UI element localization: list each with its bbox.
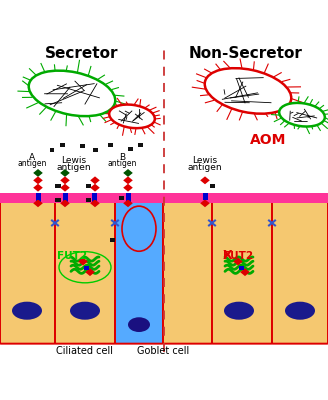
Bar: [59, 143, 65, 147]
Bar: [202, 196, 208, 200]
Text: FUT2: FUT2: [57, 251, 87, 261]
Text: antigen: antigen: [107, 160, 137, 168]
Text: Ciliated cell: Ciliated cell: [56, 346, 113, 356]
Bar: [50, 148, 54, 152]
Polygon shape: [60, 184, 70, 192]
Bar: [35, 193, 40, 197]
Bar: [86, 198, 91, 202]
Ellipse shape: [279, 103, 325, 126]
Polygon shape: [90, 184, 100, 192]
Text: antigen: antigen: [17, 160, 47, 168]
Ellipse shape: [29, 71, 115, 116]
Text: Goblet cell: Goblet cell: [137, 346, 189, 356]
Bar: [92, 193, 97, 197]
Bar: [35, 196, 40, 200]
Bar: [118, 196, 124, 200]
Bar: [93, 148, 98, 152]
Polygon shape: [90, 199, 100, 207]
FancyBboxPatch shape: [0, 202, 55, 344]
Polygon shape: [90, 176, 100, 184]
Bar: [63, 196, 68, 200]
Polygon shape: [123, 169, 133, 177]
Bar: [35, 199, 40, 203]
Polygon shape: [123, 184, 133, 192]
Text: B: B: [119, 153, 125, 162]
Bar: [55, 198, 60, 202]
Polygon shape: [33, 176, 43, 184]
Text: FUT2: FUT2: [223, 251, 253, 261]
Polygon shape: [240, 268, 250, 276]
Text: Lewis: Lewis: [61, 156, 87, 165]
Polygon shape: [33, 199, 43, 207]
Bar: [110, 238, 114, 242]
Text: AOM: AOM: [250, 133, 286, 147]
FancyBboxPatch shape: [272, 202, 328, 344]
Bar: [55, 184, 60, 188]
Bar: [92, 196, 97, 200]
Bar: [92, 199, 97, 203]
Polygon shape: [123, 199, 133, 207]
Ellipse shape: [70, 302, 100, 320]
Bar: [202, 193, 208, 197]
Text: antigen: antigen: [57, 163, 91, 172]
Polygon shape: [33, 169, 43, 177]
Bar: [84, 266, 89, 270]
Bar: [63, 199, 68, 203]
Ellipse shape: [12, 302, 42, 320]
Polygon shape: [33, 184, 43, 192]
Polygon shape: [60, 199, 70, 207]
Polygon shape: [200, 199, 210, 207]
FancyBboxPatch shape: [163, 202, 212, 344]
Bar: [210, 184, 215, 188]
Bar: [128, 147, 133, 151]
Bar: [238, 266, 243, 270]
Bar: [126, 196, 131, 200]
Text: Secretor: Secretor: [45, 46, 119, 61]
Text: antigen: antigen: [188, 163, 222, 172]
Polygon shape: [60, 169, 70, 177]
Bar: [126, 199, 131, 203]
Text: X: X: [223, 249, 233, 262]
Text: Non-Secretor: Non-Secretor: [189, 46, 303, 61]
Ellipse shape: [122, 206, 156, 251]
Polygon shape: [200, 176, 210, 184]
Text: A: A: [29, 153, 35, 162]
Polygon shape: [85, 268, 95, 276]
Text: Lewis: Lewis: [193, 156, 217, 165]
FancyBboxPatch shape: [212, 202, 272, 344]
Ellipse shape: [224, 302, 254, 320]
Bar: [63, 193, 68, 197]
Polygon shape: [233, 258, 243, 266]
Polygon shape: [78, 258, 88, 266]
Ellipse shape: [109, 104, 155, 128]
FancyBboxPatch shape: [55, 202, 115, 344]
FancyBboxPatch shape: [115, 202, 163, 344]
Bar: [108, 143, 113, 147]
Ellipse shape: [285, 302, 315, 320]
Bar: [0, 193, 328, 203]
Ellipse shape: [128, 317, 150, 332]
Polygon shape: [123, 176, 133, 184]
Ellipse shape: [205, 68, 291, 114]
Bar: [86, 184, 91, 188]
Bar: [79, 144, 85, 148]
Polygon shape: [60, 176, 70, 184]
Bar: [137, 143, 142, 147]
Bar: [126, 193, 131, 197]
